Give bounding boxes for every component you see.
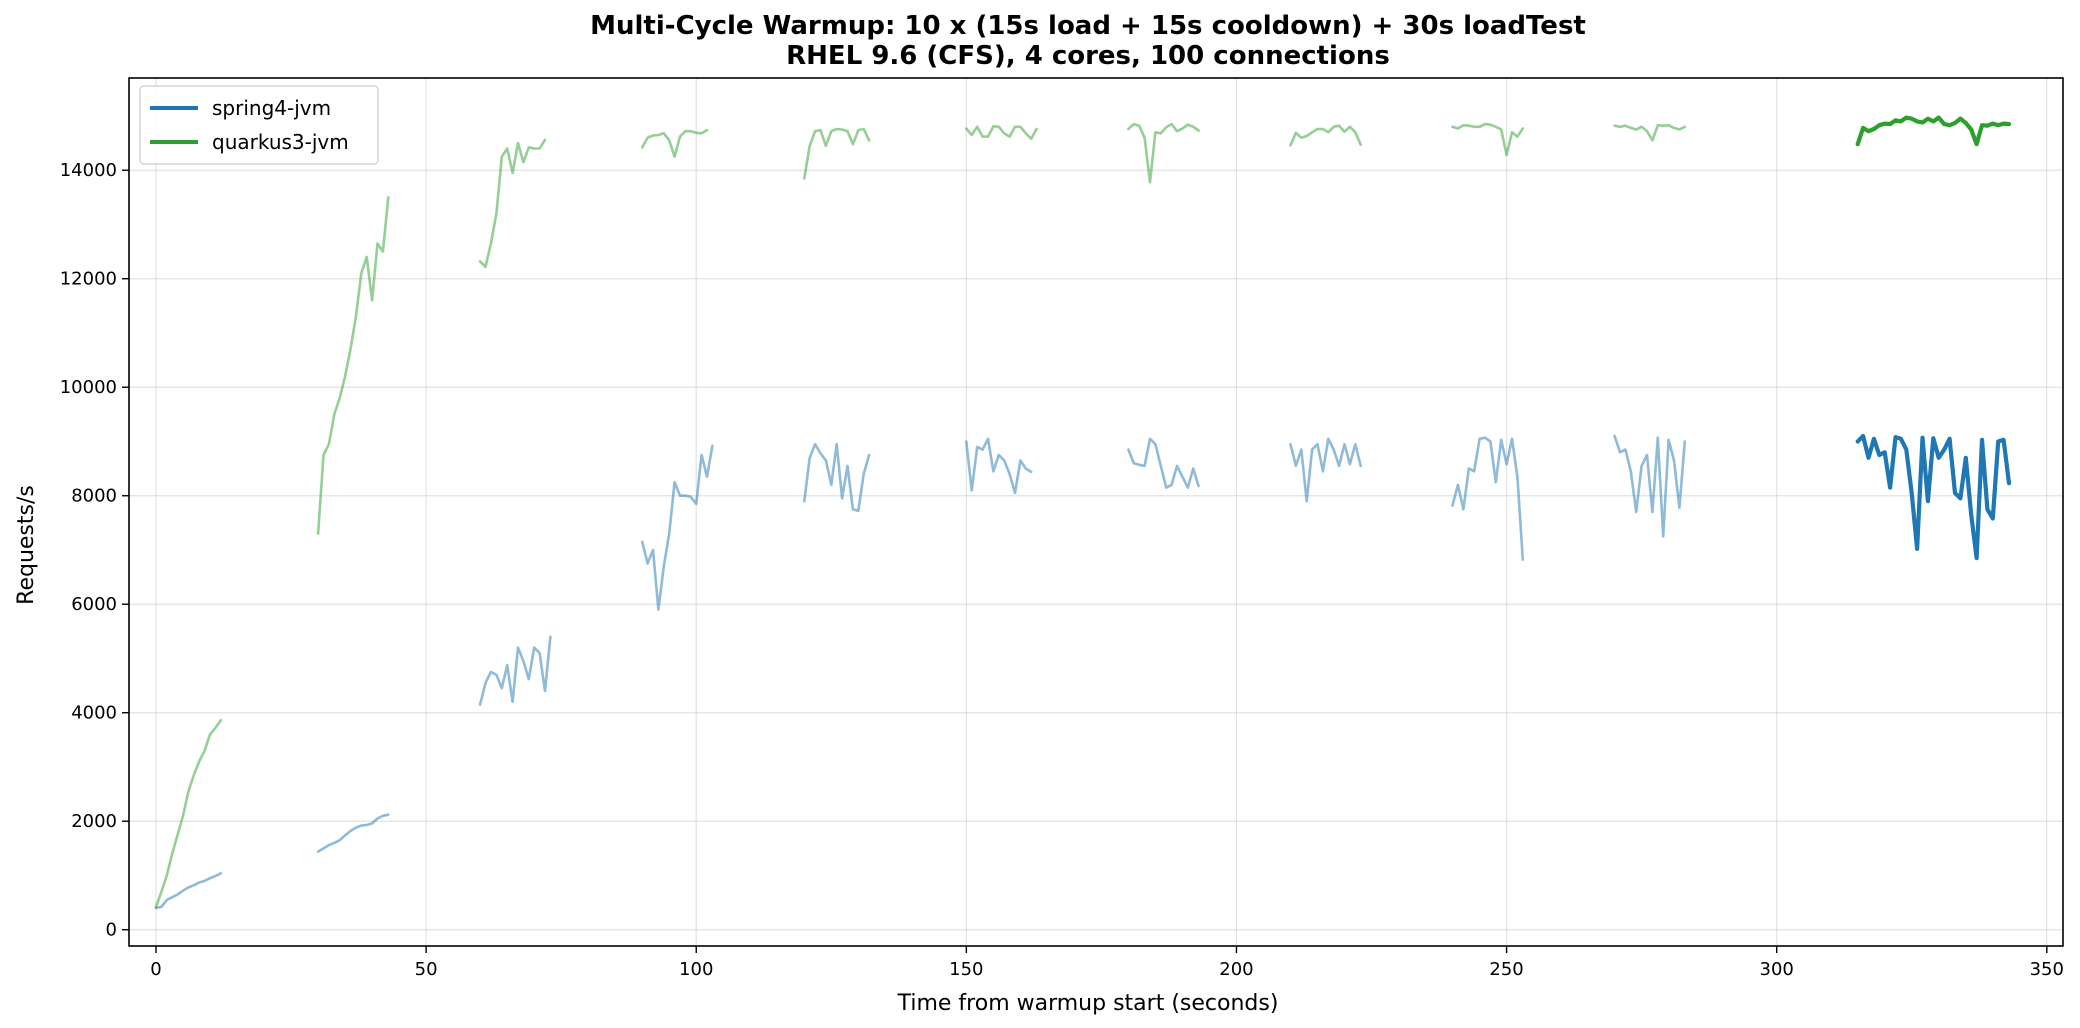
series-line-spring4-jvm-segment-3 [640, 444, 714, 611]
y-tick-label: 8000 [71, 486, 117, 507]
grid-lines [129, 78, 2063, 946]
series-line-quarkus3-jvm-segment-0 [154, 718, 223, 909]
series-line-spring4-jvm-segment-5 [964, 437, 1033, 495]
series-line-quarkus3-jvm-segment-6 [1127, 122, 1200, 184]
legend-label-quarkus3-jvm: quarkus3-jvm [212, 130, 349, 154]
series-line-quarkus3-jvm-segment-4 [802, 127, 871, 180]
series-line-spring4-jvm-segment-6 [1127, 437, 1200, 489]
chart-subtitle: RHEL 9.6 (CFS), 4 cores, 100 connections [786, 41, 1390, 71]
series-line-quarkus3-jvm-segment-2 [478, 138, 547, 269]
y-axis-ticks: 0 2000 4000 6000 8000 10000 12000 14000 [60, 160, 129, 941]
y-tick-label: 14000 [60, 160, 117, 181]
y-tick-label: 2000 [71, 811, 117, 832]
x-tick-label: 100 [679, 959, 713, 980]
legend-box [139, 85, 379, 165]
x-tick-label: 250 [1489, 959, 1523, 980]
series-line-spring4-jvm-segment-9 [1613, 434, 1687, 538]
series-line-quarkus3-jvm-segment-9 [1613, 123, 1687, 142]
series-quarkus3-jvm [154, 115, 2012, 909]
x-tick-label: 150 [949, 959, 983, 980]
y-tick-label: 12000 [60, 269, 117, 290]
series-line-spring4-jvm-segment-10 [1855, 433, 2012, 561]
series-line-quarkus3-jvm-segment-1 [316, 196, 390, 536]
series-line-quarkus3-jvm-segment-10 [1855, 115, 2012, 147]
series-line-quarkus3-jvm-segment-7 [1289, 124, 1362, 147]
series-line-spring4-jvm-segment-4 [802, 442, 871, 513]
series-line-spring4-jvm-segment-8 [1451, 436, 1525, 562]
series-line-spring4-jvm-segment-0 [154, 871, 223, 910]
series-line-quarkus3-jvm-segment-8 [1451, 122, 1525, 157]
series-line-quarkus3-jvm-segment-5 [964, 125, 1038, 141]
chart-title: Multi-Cycle Warmup: 10 x (15s load + 15s… [590, 11, 1586, 41]
x-tick-label: 350 [2030, 959, 2064, 980]
y-tick-label: 10000 [60, 377, 117, 398]
series-spring4-jvm [154, 433, 2012, 910]
x-tick-label: 50 [415, 959, 438, 980]
y-axis-label: Requests/s [14, 485, 39, 605]
y-tick-label: 4000 [71, 703, 117, 724]
y-tick-label: 6000 [71, 594, 117, 615]
x-tick-label: 200 [1219, 959, 1253, 980]
legend-label-spring4-jvm: spring4-jvm [212, 96, 331, 120]
x-axis-ticks: 0 50 100 150 200 250 300 350 [150, 946, 2064, 980]
x-axis-label: Time from warmup start (seconds) [897, 991, 1279, 1016]
x-tick-label: 0 [150, 959, 161, 980]
y-tick-label: 0 [106, 920, 117, 941]
legend: spring4-jvm quarkus3-jvm [139, 85, 379, 165]
plot-frame [128, 77, 2064, 947]
series-line-spring4-jvm-segment-7 [1289, 437, 1362, 503]
series-layer [154, 115, 2012, 910]
x-tick-label: 300 [1760, 959, 1794, 980]
series-line-spring4-jvm-segment-2 [478, 635, 552, 706]
series-line-spring4-jvm-segment-1 [316, 813, 390, 853]
series-line-quarkus3-jvm-segment-3 [640, 128, 709, 158]
